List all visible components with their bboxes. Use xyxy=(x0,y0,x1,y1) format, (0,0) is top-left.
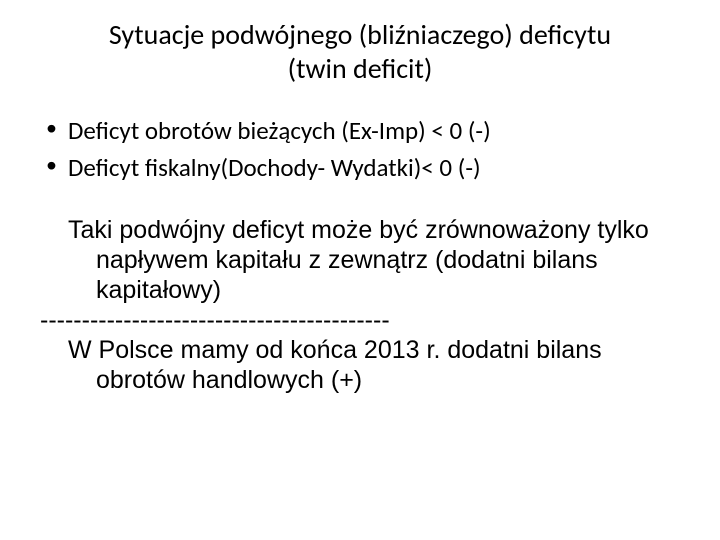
bullet-item-2: Deficyt fiskalny(Dochody- Wydatki)< 0 (-… xyxy=(40,150,680,185)
bullet-item-1: Deficyt obrotów bieżących (Ex-Imp) < 0 (… xyxy=(40,113,680,148)
paragraph-1: Taki podwójny deficyt może być zrównoważ… xyxy=(68,215,680,305)
divider-line: ----------------------------------------… xyxy=(40,305,680,335)
title-line-2: (twin deficit) xyxy=(288,51,433,86)
title-line-1: Sytuacje podwójnego (bliźniaczego) defic… xyxy=(109,17,611,52)
bullet-list: Deficyt obrotów bieżących (Ex-Imp) < 0 (… xyxy=(40,113,680,185)
paragraph-2: W Polsce mamy od końca 2013 r. dodatni b… xyxy=(68,335,680,395)
slide-title: Sytuacje podwójnego (bliźniaczego) defic… xyxy=(40,18,680,85)
